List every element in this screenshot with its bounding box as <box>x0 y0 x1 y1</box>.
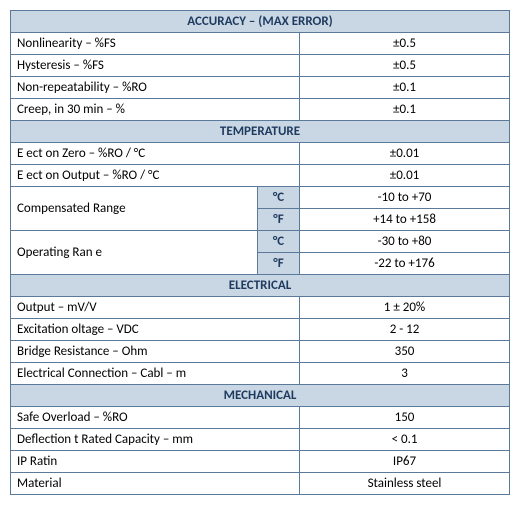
param-value: 350 <box>300 341 510 363</box>
param-label: Operating Ran e <box>11 231 258 275</box>
table-row: Bridge Resistance – Ohm 350 <box>11 341 510 363</box>
unit-label: °F <box>258 253 300 275</box>
table-row: IP Ratin IP67 <box>11 451 510 473</box>
table-row: Creep, in 30 min – % ±0.1 <box>11 99 510 121</box>
spec-table: ACCURACY – (MAX ERROR) Nonlinearity – %F… <box>10 10 510 495</box>
param-value: 150 <box>300 407 510 429</box>
param-label: Excitation oltage – VDC <box>11 319 300 341</box>
section-header-temperature: TEMPERATURE <box>11 121 510 143</box>
param-value: ±0.1 <box>300 99 510 121</box>
table-row: Safe Overload – %RO 150 <box>11 407 510 429</box>
param-value: 3 <box>300 363 510 385</box>
param-value: ±0.01 <box>300 165 510 187</box>
param-label: Nonlinearity – %FS <box>11 33 300 55</box>
param-label: Compensated Range <box>11 187 258 231</box>
table-row: E ect on Zero – %RO / °C ±0.01 <box>11 143 510 165</box>
param-value: ±0.01 <box>300 143 510 165</box>
unit-label: °C <box>258 187 300 209</box>
param-value: ±0.1 <box>300 77 510 99</box>
param-label: Creep, in 30 min – % <box>11 99 300 121</box>
section-header-electrical: ELECTRICAL <box>11 275 510 297</box>
param-value: +14 to +158 <box>300 209 510 231</box>
param-label: Safe Overload – %RO <box>11 407 300 429</box>
param-value: Stainless steel <box>300 473 510 495</box>
table-row: Nonlinearity – %FS ±0.5 <box>11 33 510 55</box>
param-value: 1 ± 20% <box>300 297 510 319</box>
param-label: Electrical Connection – Cabl – m <box>11 363 300 385</box>
table-row: Operating Ran e °C -30 to +80 <box>11 231 510 253</box>
param-value: -22 to +176 <box>300 253 510 275</box>
unit-label: °F <box>258 209 300 231</box>
section-header-accuracy: ACCURACY – (MAX ERROR) <box>11 11 510 33</box>
param-value: -10 to +70 <box>300 187 510 209</box>
table-row: Deflection t Rated Capacity – mm < 0.1 <box>11 429 510 451</box>
param-label: Bridge Resistance – Ohm <box>11 341 300 363</box>
unit-label: °C <box>258 231 300 253</box>
table-row: Non-repeatability – %RO ±0.1 <box>11 77 510 99</box>
table-row: Material Stainless steel <box>11 473 510 495</box>
param-label: E ect on Zero – %RO / °C <box>11 143 300 165</box>
param-value: ±0.5 <box>300 55 510 77</box>
table-row: Excitation oltage – VDC 2 - 12 <box>11 319 510 341</box>
param-label: Deflection t Rated Capacity – mm <box>11 429 300 451</box>
param-value: < 0.1 <box>300 429 510 451</box>
table-row: Compensated Range °C -10 to +70 <box>11 187 510 209</box>
param-label: E ect on Output – %RO / °C <box>11 165 300 187</box>
param-label: Material <box>11 473 300 495</box>
param-value: -30 to +80 <box>300 231 510 253</box>
table-row: Electrical Connection – Cabl – m 3 <box>11 363 510 385</box>
table-row: Output – mV/V 1 ± 20% <box>11 297 510 319</box>
param-label: Hysteresis – %FS <box>11 55 300 77</box>
section-header-mechanical: MECHANICAL <box>11 385 510 407</box>
param-label: IP Ratin <box>11 451 300 473</box>
param-value: 2 - 12 <box>300 319 510 341</box>
param-label: Non-repeatability – %RO <box>11 77 300 99</box>
table-row: E ect on Output – %RO / °C ±0.01 <box>11 165 510 187</box>
param-value: ±0.5 <box>300 33 510 55</box>
table-row: Hysteresis – %FS ±0.5 <box>11 55 510 77</box>
param-label: Output – mV/V <box>11 297 300 319</box>
param-value: IP67 <box>300 451 510 473</box>
